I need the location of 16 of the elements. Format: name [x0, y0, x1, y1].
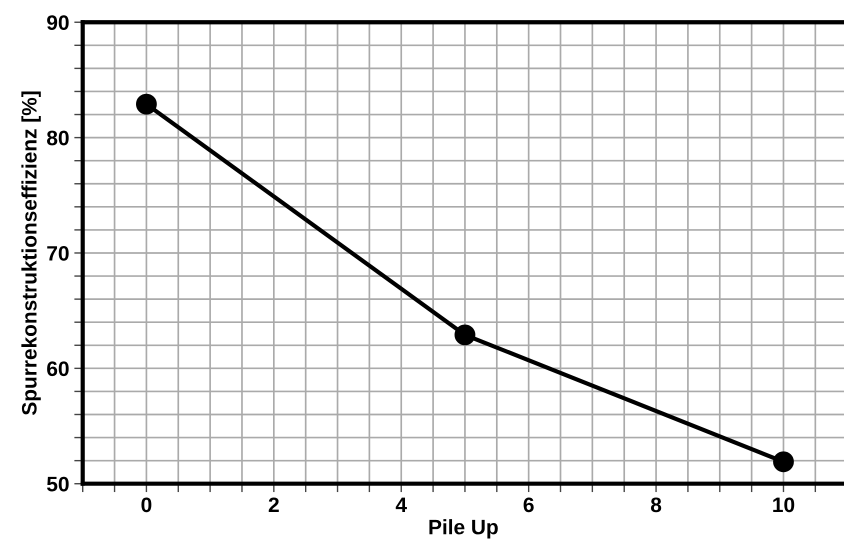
- y-tick-label: 60: [47, 361, 69, 376]
- x-tick-label: 8: [650, 497, 662, 512]
- point: [136, 94, 157, 115]
- y-tick-label: 70: [47, 246, 69, 261]
- x-tick-label: 0: [141, 497, 152, 512]
- point: [454, 324, 476, 346]
- y-tick-label: 80: [47, 130, 69, 146]
- y-tick-label: 90: [47, 15, 69, 30]
- point: [773, 451, 794, 472]
- y-tick-label: 50: [46, 476, 69, 492]
- x-tick-label: 2: [268, 497, 279, 512]
- y-axis-title: Spurrekonstruktionseffizienz [%]: [21, 92, 41, 416]
- x-axis-title: Pile Up: [429, 519, 498, 539]
- x-tick-label: 10: [773, 497, 794, 512]
- x-tick-label: 6: [524, 497, 534, 512]
- x-tick-label: 4: [396, 498, 407, 512]
